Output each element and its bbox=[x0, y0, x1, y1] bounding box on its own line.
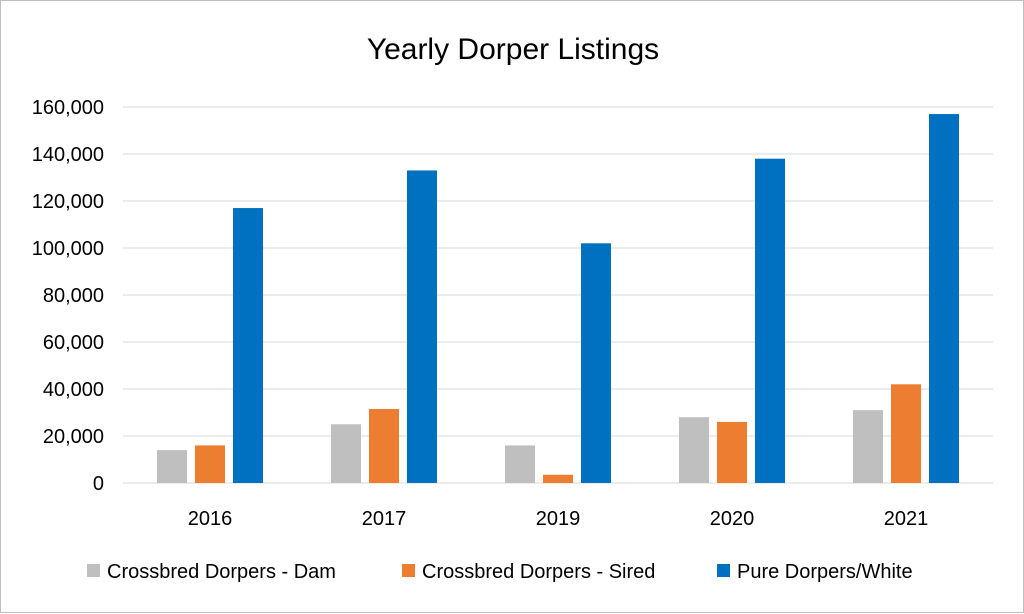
legend-label: Crossbred Dorpers - Sired bbox=[422, 561, 655, 583]
legend-swatch bbox=[87, 564, 100, 577]
y-tick-label: 80,000 bbox=[43, 285, 104, 307]
y-tick-label: 120,000 bbox=[32, 191, 104, 213]
gridlines bbox=[123, 106, 993, 484]
bar bbox=[157, 450, 187, 483]
bar bbox=[195, 445, 225, 483]
bar bbox=[853, 410, 883, 483]
bar bbox=[331, 424, 361, 483]
y-tick-label: 100,000 bbox=[32, 238, 104, 260]
bar bbox=[755, 158, 785, 483]
y-tick-label: 160,000 bbox=[32, 97, 104, 119]
y-axis-ticks: 0 20,000 40,000 60,000 80,000 100,000 120,000 1… bbox=[32, 97, 104, 495]
bar bbox=[891, 384, 921, 483]
y-tick-label: 60,000 bbox=[43, 332, 104, 354]
legend-swatch bbox=[402, 564, 415, 577]
x-tick-label: 2019 bbox=[536, 508, 581, 530]
bar bbox=[505, 445, 535, 483]
legend: Crossbred Dorpers - Dam Crossbred Dorpers… bbox=[87, 561, 913, 583]
y-tick-label: 0 bbox=[93, 473, 104, 495]
bar bbox=[233, 208, 263, 484]
chart-title: Yearly Dorper Listings bbox=[367, 33, 659, 66]
bar bbox=[717, 421, 747, 483]
y-tick-label: 140,000 bbox=[32, 144, 104, 166]
bar bbox=[543, 474, 573, 483]
x-tick-label: 2016 bbox=[188, 508, 233, 530]
x-tick-label: 2017 bbox=[362, 508, 407, 530]
y-tick-label: 20,000 bbox=[43, 426, 104, 448]
bar bbox=[407, 170, 437, 483]
bar bbox=[581, 243, 611, 483]
bars bbox=[157, 114, 959, 484]
y-tick-label: 40,000 bbox=[43, 379, 104, 401]
x-tick-label: 2020 bbox=[710, 508, 755, 530]
legend-label: Crossbred Dorpers - Dam bbox=[107, 561, 336, 583]
legend-label: Pure Dorpers/White bbox=[737, 561, 913, 583]
x-axis-ticks: 2016 2017 2019 2020 2021 bbox=[188, 508, 929, 530]
x-tick-label: 2021 bbox=[884, 508, 929, 530]
legend-swatch bbox=[717, 564, 730, 577]
bar bbox=[369, 408, 399, 483]
bar bbox=[679, 417, 709, 483]
bar bbox=[929, 114, 959, 484]
